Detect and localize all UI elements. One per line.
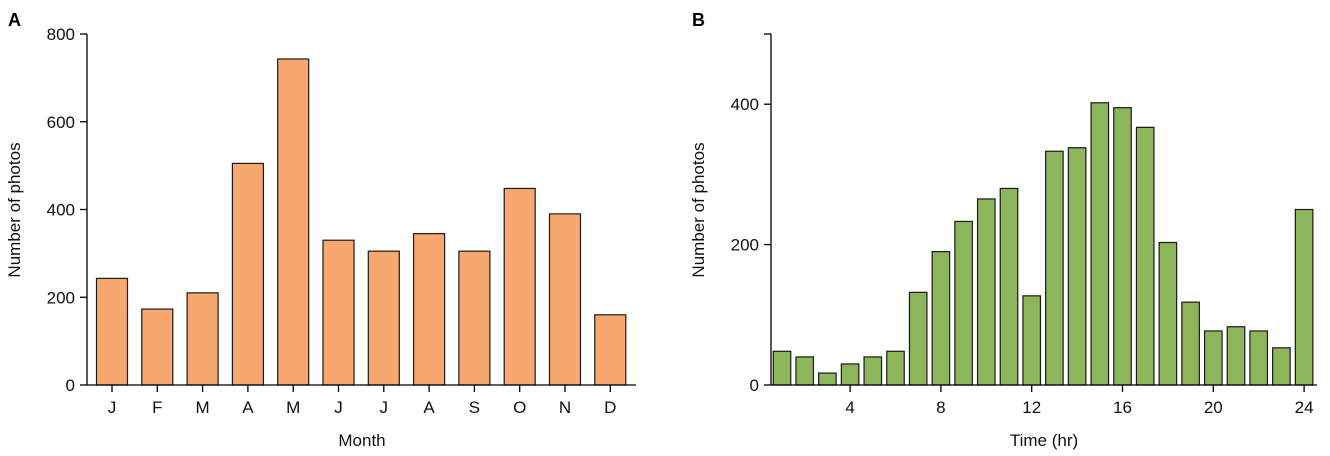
panel-b-x-ticks: 4 8 12 16 20 24 xyxy=(845,385,1314,417)
panel-b-bar xyxy=(1113,107,1132,386)
panel-b-bar xyxy=(1045,150,1064,386)
panel-b-bar xyxy=(908,291,928,386)
panel-b-bar xyxy=(795,356,815,386)
panel-b-x-tick-label: 16 xyxy=(1113,398,1132,417)
panel-b-bar xyxy=(976,198,996,386)
panel-b-bar xyxy=(931,251,951,386)
panel-a-bar xyxy=(458,250,491,386)
panel-a-bar xyxy=(186,292,219,386)
panel-a-bar xyxy=(413,233,446,386)
panel-a-x-tick-label: J xyxy=(334,398,343,417)
panel-a-bar xyxy=(548,213,582,386)
panel-a-bar xyxy=(141,308,174,386)
panel-b-bar xyxy=(1181,301,1200,386)
panel-a-x-axis-title: Month xyxy=(338,431,385,450)
panel-b-x-tick-label: 24 xyxy=(1295,398,1314,417)
panel-b-y-tick-label: 0 xyxy=(750,376,759,395)
panel-b-bar xyxy=(1272,347,1291,386)
panel-b-x-tick-label: 8 xyxy=(936,398,945,417)
panel-a-label: A xyxy=(8,10,21,30)
panel-b-x-tick-label: 12 xyxy=(1022,398,1041,417)
panel-b-y-ticks: 0 200 400 xyxy=(731,33,771,395)
panel-b-x-tick-label: 4 xyxy=(845,398,854,417)
panel-a-x-tick-label: M xyxy=(196,398,210,417)
panel-a-bar xyxy=(594,314,627,386)
panel-b-bar xyxy=(772,350,792,386)
panel-b-bar xyxy=(1226,326,1246,386)
panel-b-y-tick-label: 200 xyxy=(731,236,759,255)
panel-b-x-axis-title: Time (hr) xyxy=(1010,431,1078,450)
panel-a-x-tick-label: F xyxy=(152,398,162,417)
panel-a-x-tick-label: A xyxy=(242,398,254,417)
panel-a-x-tick-label: J xyxy=(108,398,117,417)
panel-a-x-tick-label: D xyxy=(604,398,616,417)
panel-a-bar xyxy=(231,162,264,386)
panel-b-bar xyxy=(1090,102,1110,386)
panel-a-x-tick-label: S xyxy=(469,398,480,417)
panel-a-y-tick-label: 200 xyxy=(47,288,75,307)
panel-b: B 0 200 400 4 8 12 16 20 24 Time (hr) Number of… xyxy=(689,10,1317,450)
panel-b-bar xyxy=(840,363,860,386)
panel-b-bar xyxy=(954,220,973,386)
panel-b-bar xyxy=(1249,330,1269,386)
panel-b-bar xyxy=(1203,330,1223,386)
panel-b-bar xyxy=(1294,208,1314,386)
panel-b-bars xyxy=(772,102,1314,386)
panel-a-bars xyxy=(95,58,627,386)
panel-a-y-tick-label: 600 xyxy=(47,113,75,132)
panel-a-y-axis-title: Number of photos xyxy=(5,142,24,277)
panel-b-bar xyxy=(818,372,837,386)
panel-b-y-axis-title: Number of photos xyxy=(689,142,708,277)
panel-a-x-tick-label: M xyxy=(286,398,300,417)
panel-a-bar xyxy=(503,187,536,386)
panel-b-bar xyxy=(886,350,905,386)
panel-a-bar xyxy=(95,277,129,386)
panel-a-y-tick-label: 0 xyxy=(66,376,75,395)
panel-a-x-tick-label: J xyxy=(380,398,389,417)
panel-b-bar xyxy=(999,187,1019,386)
panel-a-x-tick-label: N xyxy=(559,398,571,417)
panel-a-bar xyxy=(367,250,400,386)
panel-b-bar xyxy=(1022,295,1042,386)
panel-a: A 0 200 400 600 800 J F M A M J J A S O N D Month Numbe… xyxy=(5,10,636,450)
panel-a-y-ticks: 0 200 400 600 800 xyxy=(47,25,87,395)
panel-b-bar xyxy=(1158,241,1178,386)
panel-b-y-tick-label: 400 xyxy=(731,95,759,114)
panel-b-bar xyxy=(863,356,883,386)
panel-a-bar xyxy=(277,58,310,386)
panel-b-bar xyxy=(1135,126,1155,386)
panel-a-y-tick-label: 800 xyxy=(47,25,75,44)
panel-a-x-tick-label: A xyxy=(423,398,435,417)
panel-b-bar xyxy=(1067,147,1087,386)
panel-b-label: B xyxy=(692,10,705,30)
panel-a-bar xyxy=(322,239,355,386)
panel-a-y-tick-label: 400 xyxy=(47,201,75,220)
panel-b-x-tick-label: 20 xyxy=(1204,398,1223,417)
panel-a-x-tick-label: O xyxy=(513,398,526,417)
